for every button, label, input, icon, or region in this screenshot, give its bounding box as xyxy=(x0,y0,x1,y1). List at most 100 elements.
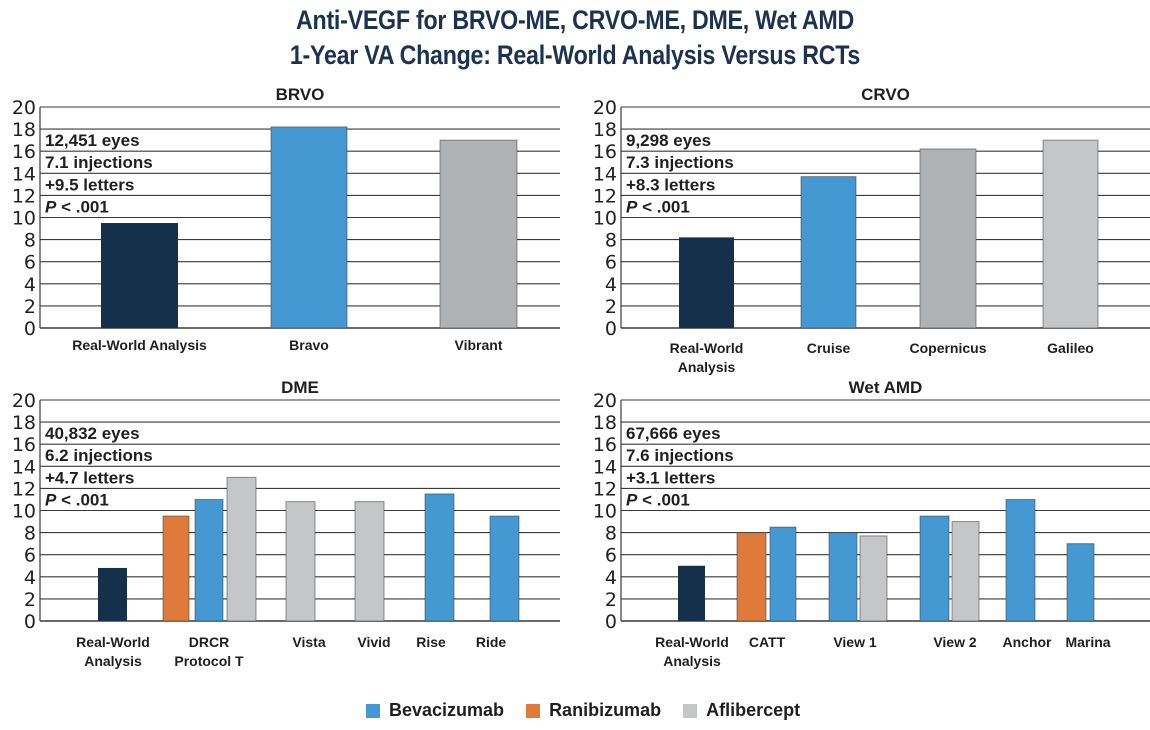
annotation-line: 7.6 injections xyxy=(626,446,734,465)
bar-catt-ranibizumab xyxy=(736,532,767,622)
y-tick-label: 0 xyxy=(605,318,617,340)
bar-vista xyxy=(285,501,316,622)
legend-item-aflibercept: Aflibercept xyxy=(683,700,800,721)
y-tick-label: 12 xyxy=(593,185,617,207)
annotation-line: P < .001 xyxy=(45,490,109,509)
bar-view-2-bevacizumab xyxy=(919,515,950,622)
x-tick-label: Analysis xyxy=(84,653,142,669)
y-tick-label: 16 xyxy=(12,434,36,456)
annotation-line: P < .001 xyxy=(626,490,690,509)
y-tick-label: 16 xyxy=(593,141,617,163)
x-tick-label: Real-World xyxy=(655,634,729,650)
y-tick-label: 8 xyxy=(24,230,36,252)
y-tick-label: 0 xyxy=(24,611,36,633)
panel-title-wet-amd: Wet AMD xyxy=(849,378,923,397)
y-tick-label: 8 xyxy=(24,523,36,545)
y-tick-label: 2 xyxy=(605,589,617,611)
x-tick-label: Real-World xyxy=(76,634,150,650)
chart-title-line-2: 1-Year VA Change: Real-World Analysis Ve… xyxy=(289,40,861,70)
chart-title-line-1: Anti-VEGF for BRVO-ME, CRVO-ME, DME, Wet… xyxy=(296,5,854,35)
y-tick-label: 4 xyxy=(24,567,36,589)
bar-drcr-protocol-t-bevacizumab xyxy=(194,498,224,622)
y-tick-label: 10 xyxy=(12,501,36,523)
x-tick-label: Bravo xyxy=(289,337,329,353)
y-tick-label: 18 xyxy=(12,119,36,141)
y-tick-label: 4 xyxy=(24,274,36,296)
annotation-line: 9,298 eyes xyxy=(626,131,711,150)
bar-galileo xyxy=(1042,139,1099,329)
annotation-line: P < .001 xyxy=(45,197,109,216)
bar-real-world-analysis xyxy=(679,237,734,328)
bar-vivid xyxy=(354,501,385,622)
y-tick-label: 2 xyxy=(605,296,617,318)
y-tick-label: 12 xyxy=(12,185,36,207)
annotation-line: 40,832 eyes xyxy=(45,424,140,443)
annotation-line: 6.2 injections xyxy=(45,446,153,465)
x-tick-label: CATT xyxy=(749,634,786,650)
bar-cruise xyxy=(800,176,857,329)
x-tick-label: Galileo xyxy=(1047,340,1094,356)
y-tick-label: 6 xyxy=(24,252,36,274)
x-tick-label: Vivid xyxy=(357,634,390,650)
legend-label-ranibizumab: Ranibizumab xyxy=(549,700,662,720)
x-tick-label: View 1 xyxy=(833,634,877,650)
y-tick-label: 20 xyxy=(12,97,36,119)
y-tick-label: 20 xyxy=(593,97,617,119)
y-tick-label: 12 xyxy=(593,478,617,500)
y-tick-label: 18 xyxy=(593,412,617,434)
annotation-line: 7.1 injections xyxy=(45,153,153,172)
x-tick-label: Real-World Analysis xyxy=(72,337,207,353)
bar-ride xyxy=(489,515,520,622)
y-tick-label: 20 xyxy=(12,390,36,412)
y-tick-label: 10 xyxy=(12,208,36,230)
y-tick-label: 14 xyxy=(593,163,617,185)
annotation-line: +9.5 letters xyxy=(45,175,134,194)
annotation-line: +8.3 letters xyxy=(626,175,715,194)
y-tick-label: 14 xyxy=(12,163,36,185)
legend-swatch-aflibercept xyxy=(683,703,698,718)
x-tick-label: DRCR xyxy=(189,634,229,650)
annotation-line: +3.1 letters xyxy=(626,468,715,487)
x-tick-label: Marina xyxy=(1065,634,1110,650)
bar-real-world-analysis xyxy=(678,565,705,621)
bar-rise xyxy=(424,493,455,622)
y-tick-label: 14 xyxy=(12,456,36,478)
x-tick-label: View 2 xyxy=(933,634,977,650)
y-tick-label: 4 xyxy=(605,567,617,589)
legend-label-aflibercept: Aflibercept xyxy=(706,700,801,720)
legend-swatch-ranibizumab xyxy=(526,703,541,718)
y-tick-label: 18 xyxy=(593,119,617,141)
x-tick-label: Protocol T xyxy=(174,653,244,669)
bar-copernicus xyxy=(919,148,977,329)
x-tick-label: Analysis xyxy=(678,359,736,375)
y-tick-label: 8 xyxy=(605,230,617,252)
x-tick-label: Anchor xyxy=(1003,634,1053,650)
annotation-line: 7.3 injections xyxy=(626,153,734,172)
y-tick-label: 20 xyxy=(593,390,617,412)
annotation-line: +4.7 letters xyxy=(45,468,134,487)
bar-view-1-bevacizumab xyxy=(828,532,858,622)
annotation-line: P < .001 xyxy=(626,197,690,216)
legend-swatch-bevacizumab xyxy=(366,703,380,718)
bar-marina xyxy=(1066,543,1095,622)
y-tick-label: 12 xyxy=(12,478,36,500)
bar-anchor xyxy=(1005,498,1036,622)
y-tick-label: 10 xyxy=(593,501,617,523)
legend-label-bevacizumab: Bevacizumab xyxy=(389,700,505,720)
bar-vibrant xyxy=(439,139,518,329)
legend-item-bevacizumab: Bevacizumab xyxy=(366,700,504,721)
y-tick-label: 0 xyxy=(24,318,36,340)
bar-drcr-protocol-t-ranibizumab xyxy=(162,515,190,622)
bar-drcr-protocol-t-aflibercept xyxy=(226,476,257,622)
annotation-line: 67,666 eyes xyxy=(626,424,721,443)
y-tick-label: 4 xyxy=(605,274,617,296)
y-tick-label: 8 xyxy=(605,523,617,545)
y-tick-label: 10 xyxy=(593,208,617,230)
x-tick-label: Analysis xyxy=(663,653,721,669)
bar-real-world-analysis xyxy=(98,567,127,621)
y-tick-label: 6 xyxy=(605,252,617,274)
